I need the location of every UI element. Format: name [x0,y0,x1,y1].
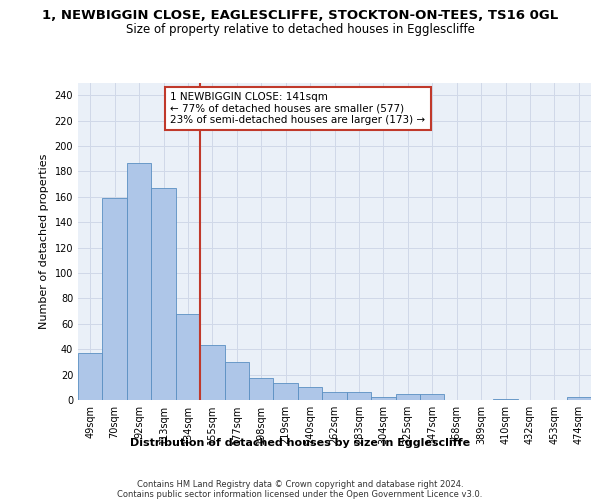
Bar [420,394,445,400]
Bar [371,398,395,400]
Y-axis label: Number of detached properties: Number of detached properties [39,154,49,329]
Bar [224,362,249,400]
Bar [566,398,591,400]
Bar [249,378,274,400]
Bar [78,353,103,400]
Bar [298,388,322,400]
Bar [493,398,518,400]
Bar [127,162,151,400]
Text: 1 NEWBIGGIN CLOSE: 141sqm
← 77% of detached houses are smaller (577)
23% of semi: 1 NEWBIGGIN CLOSE: 141sqm ← 77% of detac… [170,92,425,125]
Text: Size of property relative to detached houses in Egglescliffe: Size of property relative to detached ho… [125,22,475,36]
Bar [274,384,298,400]
Bar [395,394,420,400]
Bar [176,314,200,400]
Text: 1, NEWBIGGIN CLOSE, EAGLESCLIFFE, STOCKTON-ON-TEES, TS16 0GL: 1, NEWBIGGIN CLOSE, EAGLESCLIFFE, STOCKT… [42,9,558,22]
Bar [322,392,347,400]
Text: Contains HM Land Registry data © Crown copyright and database right 2024.
Contai: Contains HM Land Registry data © Crown c… [118,480,482,499]
Bar [103,198,127,400]
Bar [200,346,224,400]
Bar [347,392,371,400]
Text: Distribution of detached houses by size in Egglescliffe: Distribution of detached houses by size … [130,438,470,448]
Bar [151,188,176,400]
